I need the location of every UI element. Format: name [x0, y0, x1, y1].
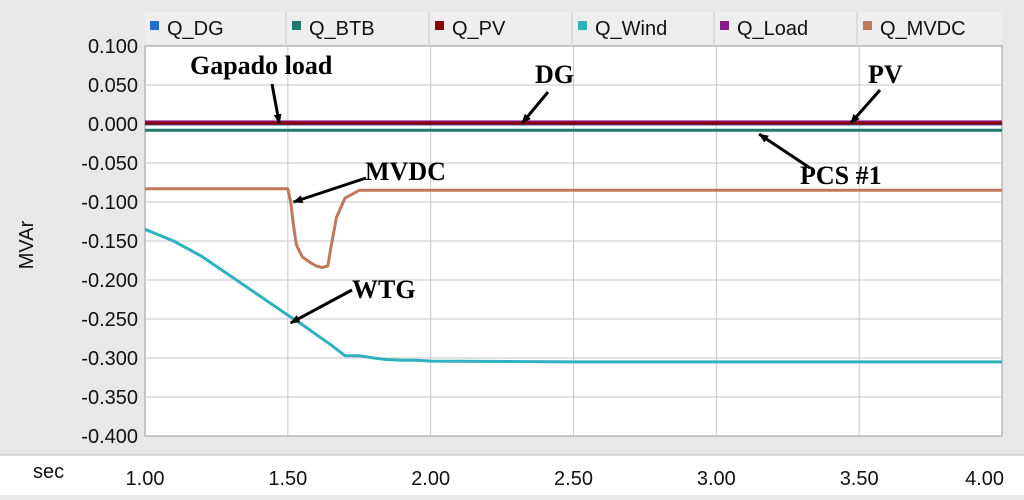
annotation: DG: [520, 60, 574, 125]
x-tick-label: 1.00: [126, 468, 165, 490]
x-tick-label: 4.00: [965, 468, 1004, 490]
legend-label: Q_MVDC: [880, 18, 966, 40]
series-line-q-wind: [144, 227, 1002, 364]
x-tick-label: 3.00: [697, 468, 736, 490]
annotation-label: WTG: [352, 275, 416, 304]
legend-item-q-wind: Q_Wind: [571, 12, 667, 44]
legend-label: Q_PV: [452, 18, 506, 40]
annotation: MVDC: [292, 157, 446, 204]
y-tick-label: -0.100: [81, 192, 138, 214]
x-tick-label: 2.50: [554, 468, 593, 490]
legend-item-q-load: Q_Load: [713, 12, 808, 44]
y-tick-label: 0.050: [88, 75, 138, 97]
legend-item-q-pv: Q_PV: [428, 12, 506, 44]
x-tick-label: 3.50: [840, 468, 879, 490]
legend-label: Q_DG: [167, 18, 224, 40]
annotation-arrow: [849, 89, 882, 125]
y-tick-label: -0.400: [81, 426, 138, 448]
legend-swatch: [292, 21, 301, 30]
annotation-label: DG: [535, 60, 574, 89]
y-axis-label: MVAr: [16, 220, 38, 269]
x-axis-strip: [0, 455, 1024, 495]
legend-item-q-mvdc: Q_MVDC: [856, 12, 966, 44]
annotation: PCS #1: [758, 132, 882, 190]
annotation-arrow: [289, 288, 353, 325]
y-tick-label: -0.250: [81, 309, 138, 331]
annotation: WTG: [289, 275, 416, 325]
y-tick-label: -0.050: [81, 153, 138, 175]
annotation-arrow: [758, 132, 811, 170]
legend-item-q-dg: Q_DG: [150, 18, 224, 40]
y-tick-label: -0.350: [81, 387, 138, 409]
legend-label: Q_Load: [737, 18, 808, 40]
legend-label: Q_BTB: [309, 18, 375, 40]
annotation-arrow: [270, 83, 282, 125]
annotation: Gapado load: [190, 51, 333, 125]
y-tick-label: 0.100: [88, 36, 138, 58]
legend-bar: [145, 12, 1002, 44]
annotation-label: MVDC: [365, 157, 446, 186]
x-tick-label: 2.00: [411, 468, 450, 490]
series-line-q-mvdc: [145, 187, 1002, 269]
legend-swatch: [863, 21, 872, 30]
annotation-arrow: [520, 91, 550, 125]
legend-item-q-btb: Q_BTB: [285, 12, 375, 44]
y-tick-label: -0.300: [81, 348, 138, 370]
legend-swatch: [720, 21, 729, 30]
x-tick-label: 1.50: [268, 468, 307, 490]
legend-label: Q_Wind: [595, 18, 667, 40]
y-tick-label: -0.200: [81, 270, 138, 292]
x-axis-label: sec: [33, 461, 64, 483]
y-tick-label: -0.150: [81, 231, 138, 253]
annotation: PV: [849, 60, 903, 125]
legend-swatch: [150, 21, 159, 30]
annotation-label: PCS #1: [800, 161, 882, 190]
legend-swatch: [435, 21, 444, 30]
y-tick-label: 0.000: [88, 114, 138, 136]
annotation-label: Gapado load: [190, 51, 333, 80]
annotation-arrow: [292, 176, 367, 204]
annotation-label: PV: [868, 60, 903, 89]
legend-swatch: [578, 21, 587, 30]
